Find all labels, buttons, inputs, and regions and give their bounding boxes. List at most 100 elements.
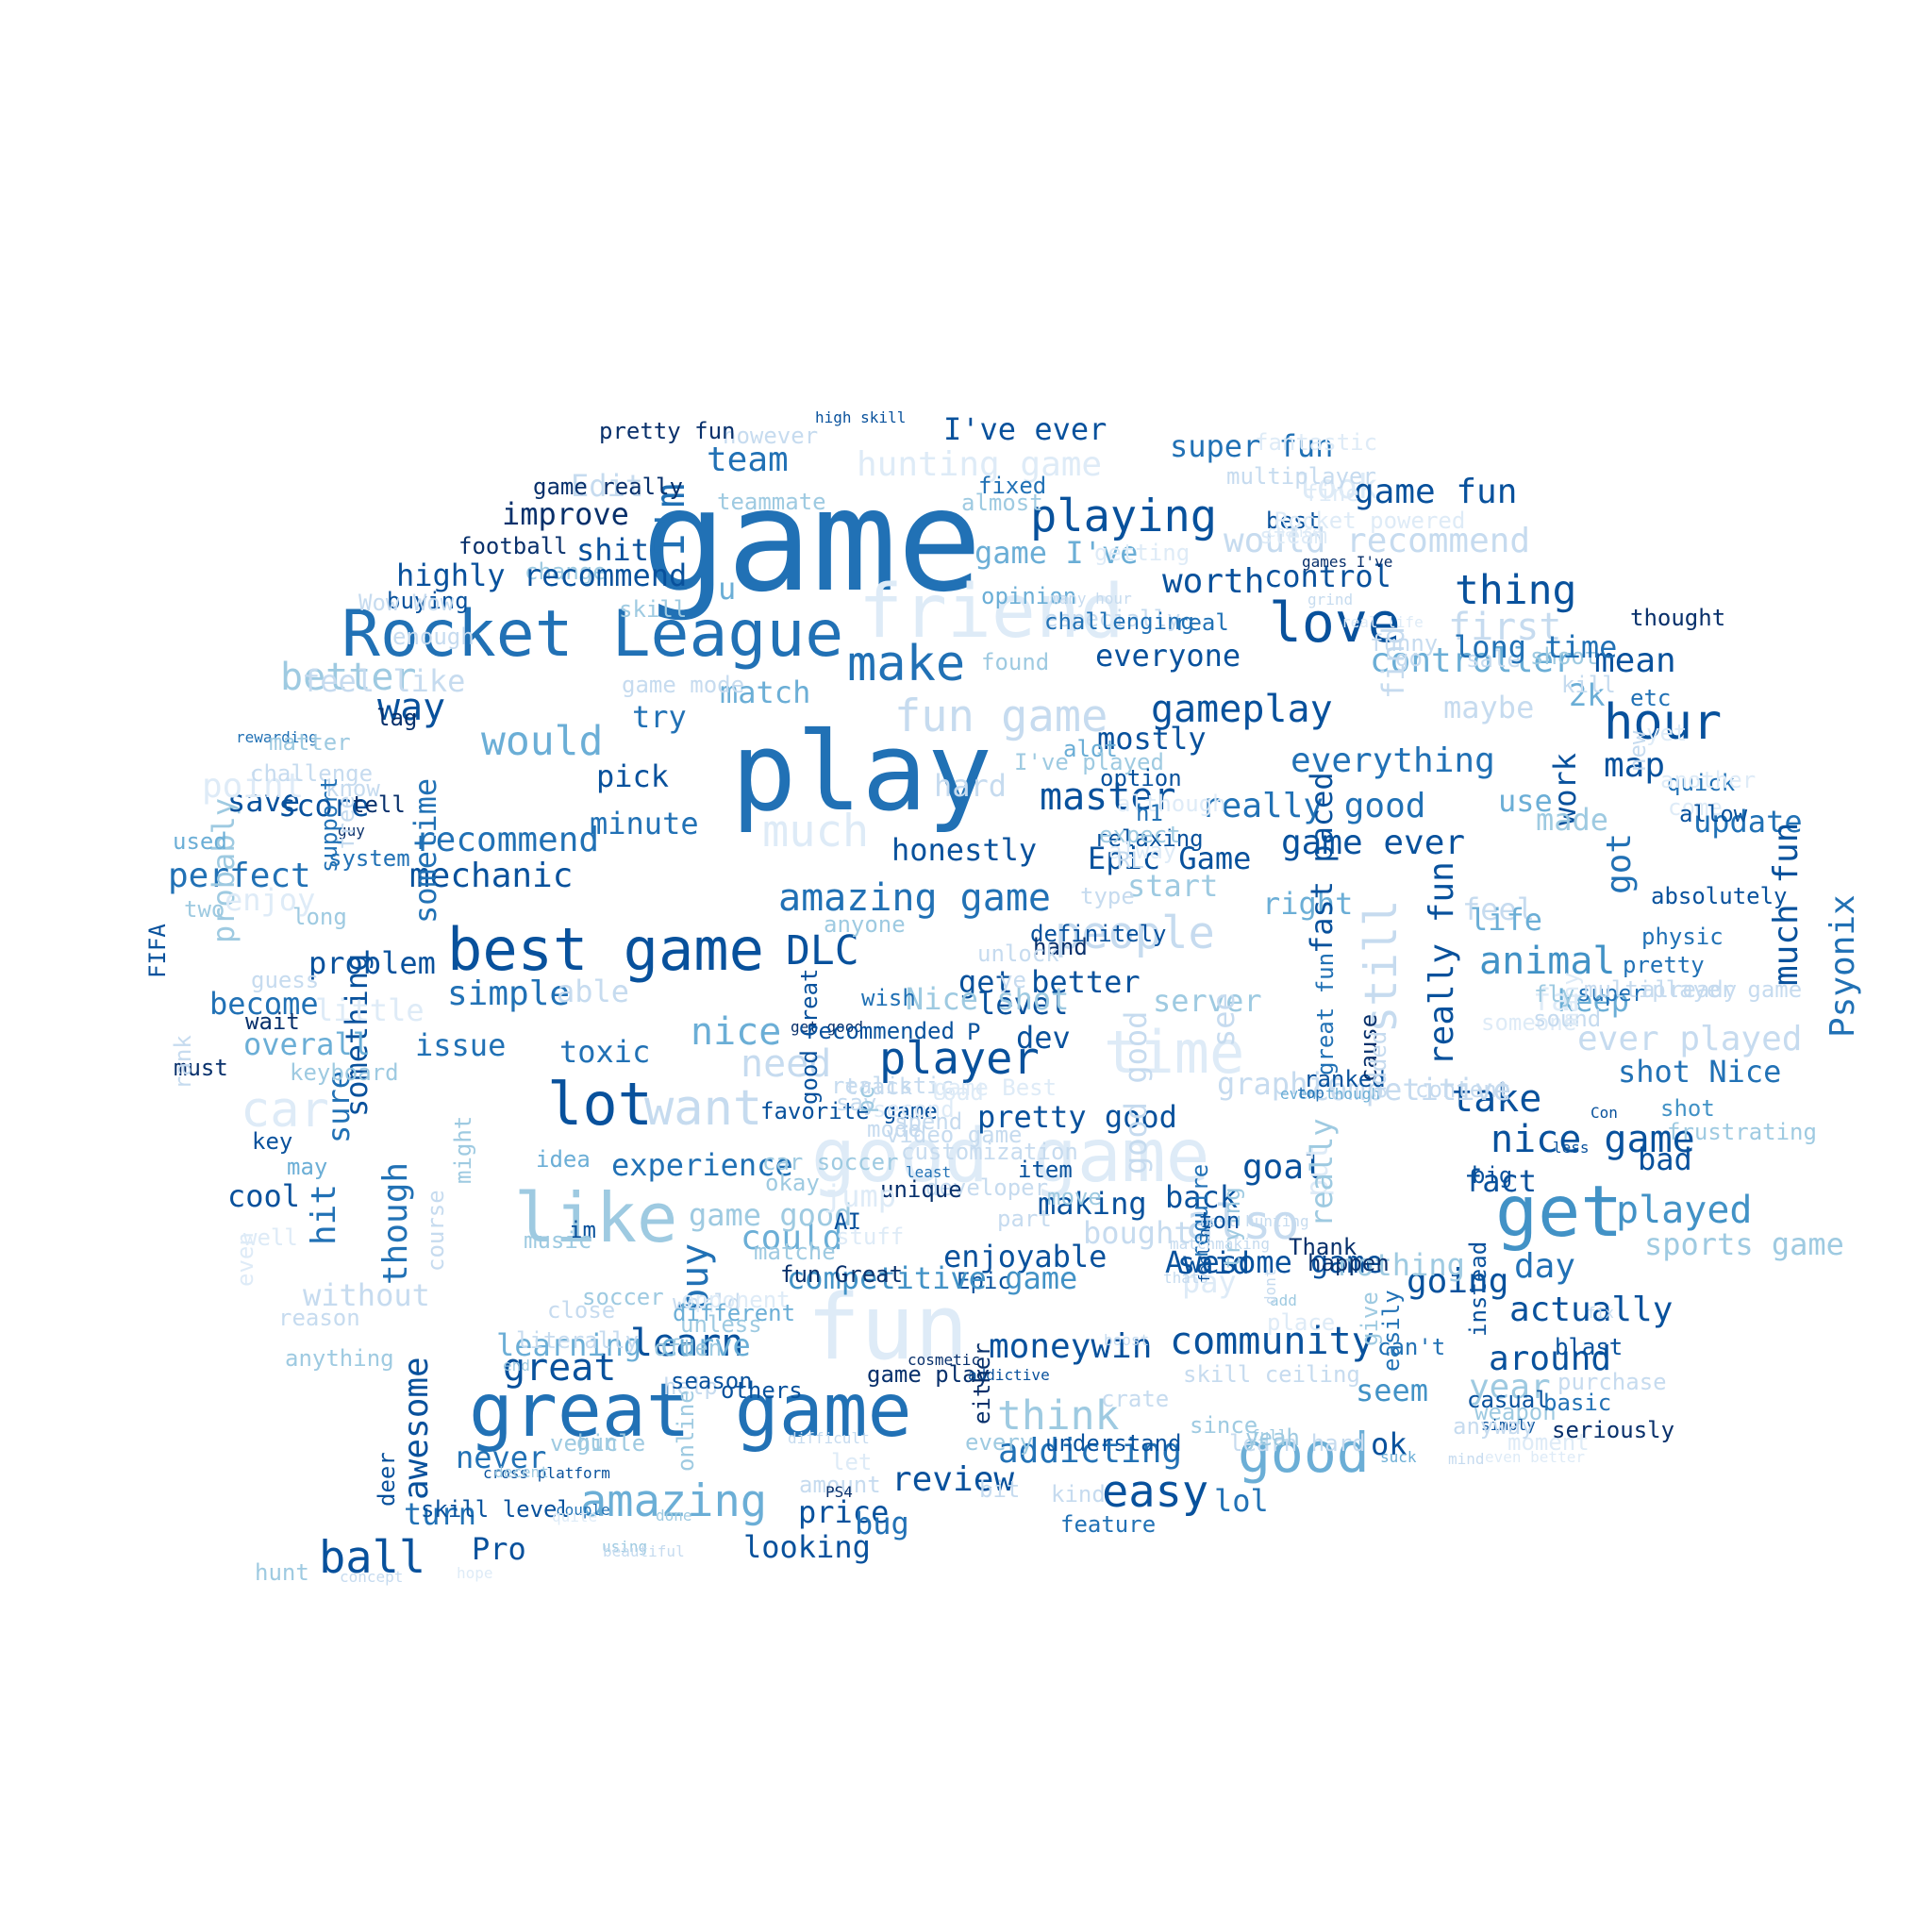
word-great: great xyxy=(503,1346,616,1390)
word-graphic: graphic xyxy=(1217,1066,1344,1102)
word-shit: shit xyxy=(576,532,649,568)
word-however: however xyxy=(723,423,818,449)
word-overall: overall xyxy=(243,1026,371,1062)
word-allow: allow xyxy=(1679,801,1748,827)
word-hard: hard xyxy=(934,768,1007,804)
word-seem: seem xyxy=(1356,1373,1428,1408)
word-p: P xyxy=(967,1019,980,1045)
word-steam: steam xyxy=(1259,523,1327,549)
word-addictive: addictive xyxy=(968,1366,1050,1384)
word-feature: feature xyxy=(1060,1511,1156,1538)
word-game-play: game play xyxy=(867,1361,990,1388)
word-wait: wait xyxy=(245,1008,300,1035)
word-season: season xyxy=(671,1368,753,1394)
word-reason: reason xyxy=(278,1305,360,1331)
word-im: im xyxy=(569,1217,596,1243)
word-item: item xyxy=(1018,1157,1073,1183)
word-could: could xyxy=(741,1219,842,1257)
word-every: every xyxy=(965,1429,1033,1456)
word-many-hour: many hour xyxy=(1050,590,1132,608)
word-okay: okay xyxy=(765,1170,820,1196)
word-thought: thought xyxy=(1630,605,1725,631)
word-nice-game: nice game xyxy=(1491,1118,1695,1161)
word-match: match xyxy=(720,675,810,710)
word-epic-game: Epic Game xyxy=(1088,841,1251,876)
word-different: different xyxy=(673,1300,795,1326)
word-sports-game: sports game xyxy=(1644,1226,1844,1262)
word-favorite-game: favorite game xyxy=(760,1098,938,1124)
word-seriously: seriously xyxy=(1552,1417,1674,1443)
word-unlock: unlock xyxy=(977,941,1059,967)
word-epic: Epic xyxy=(957,1268,1011,1294)
word-grind: grind xyxy=(1307,591,1353,608)
word-expect: expect xyxy=(1099,822,1181,848)
word-2k: 2k xyxy=(1569,677,1606,713)
word-customization: customization xyxy=(901,1139,1078,1165)
word-highly-recommend: highly recommend xyxy=(396,558,687,593)
word-blast: blast xyxy=(1555,1334,1623,1360)
word-turn: turn xyxy=(404,1496,476,1532)
word-rocket-powered: Rocket powered xyxy=(1274,508,1465,534)
word-guy: guy xyxy=(338,822,365,840)
word-time: time xyxy=(1104,1018,1244,1087)
word-master: master xyxy=(1040,775,1176,819)
word-much: much xyxy=(762,806,869,858)
word-cause: cause xyxy=(1356,1014,1382,1082)
word-soccer: soccer xyxy=(582,1284,664,1310)
word-take: take xyxy=(1451,1077,1541,1121)
word-matche: matche xyxy=(754,1239,836,1265)
word-definitely: definitely xyxy=(1030,921,1167,947)
word-improve: improve xyxy=(502,496,629,532)
word-real-life: real life xyxy=(1341,613,1424,631)
word-new: new xyxy=(1624,730,1651,772)
word-wish: wish xyxy=(861,985,916,1011)
word-anything: anything xyxy=(285,1345,394,1372)
word-shot: shot xyxy=(1660,1095,1715,1122)
word-two: two xyxy=(184,896,225,923)
word-game-really: game really xyxy=(533,474,683,500)
word-looking: looking xyxy=(743,1529,871,1565)
word-content: content xyxy=(1415,1076,1510,1103)
word-play: play xyxy=(731,709,992,836)
word-used: used xyxy=(173,828,227,855)
word-bad: bad xyxy=(1638,1141,1692,1177)
word-can-t: can't xyxy=(1377,1334,1445,1360)
word-gun: gun xyxy=(576,1429,617,1456)
word-i-ve-ever: I've ever xyxy=(943,411,1107,447)
word-football: football xyxy=(458,533,568,559)
word-keyboard: keyboard xyxy=(290,1059,399,1086)
word-hope: hope xyxy=(457,1564,493,1582)
word-hour: hour xyxy=(1604,694,1722,751)
word-know: know xyxy=(325,775,380,802)
word-good-good: good good xyxy=(1118,1011,1154,1174)
word-still: still xyxy=(1356,900,1407,1033)
word-least: least xyxy=(906,1163,951,1181)
word-life: life xyxy=(1470,902,1542,938)
word-pretty-good: pretty good xyxy=(977,1099,1177,1135)
word-let: let xyxy=(831,1449,872,1475)
word-best: best xyxy=(1266,508,1321,534)
word-nice-shot: Nice shot xyxy=(906,981,1069,1017)
word-tell: tell xyxy=(351,791,406,818)
word-said: said xyxy=(1177,1245,1250,1281)
word-fixed: fixed xyxy=(978,473,1046,499)
word-game-ever: game ever xyxy=(1281,824,1465,862)
word-ball: ball xyxy=(319,1532,425,1584)
word-pc: pc xyxy=(853,1086,879,1113)
word-online: online xyxy=(673,1390,699,1472)
word-enjoyable: enjoyable xyxy=(943,1239,1107,1274)
word-key: key xyxy=(252,1128,292,1155)
word-minute: minute xyxy=(590,806,699,841)
word-kill: kill xyxy=(1561,672,1616,698)
word-vehicle: vehicle xyxy=(550,1430,645,1457)
word-year: year xyxy=(1469,1368,1551,1407)
word-hand: hand xyxy=(1033,934,1088,960)
word-become: become xyxy=(209,986,319,1022)
word-lot: lot xyxy=(547,1070,653,1139)
word-learning-curve: learning curve xyxy=(496,1327,751,1363)
word-con: Con xyxy=(1591,1104,1618,1122)
word-etc: etc xyxy=(1630,685,1671,711)
word-deer: deer xyxy=(374,1452,400,1507)
word-recommended: recommended xyxy=(805,1018,955,1044)
